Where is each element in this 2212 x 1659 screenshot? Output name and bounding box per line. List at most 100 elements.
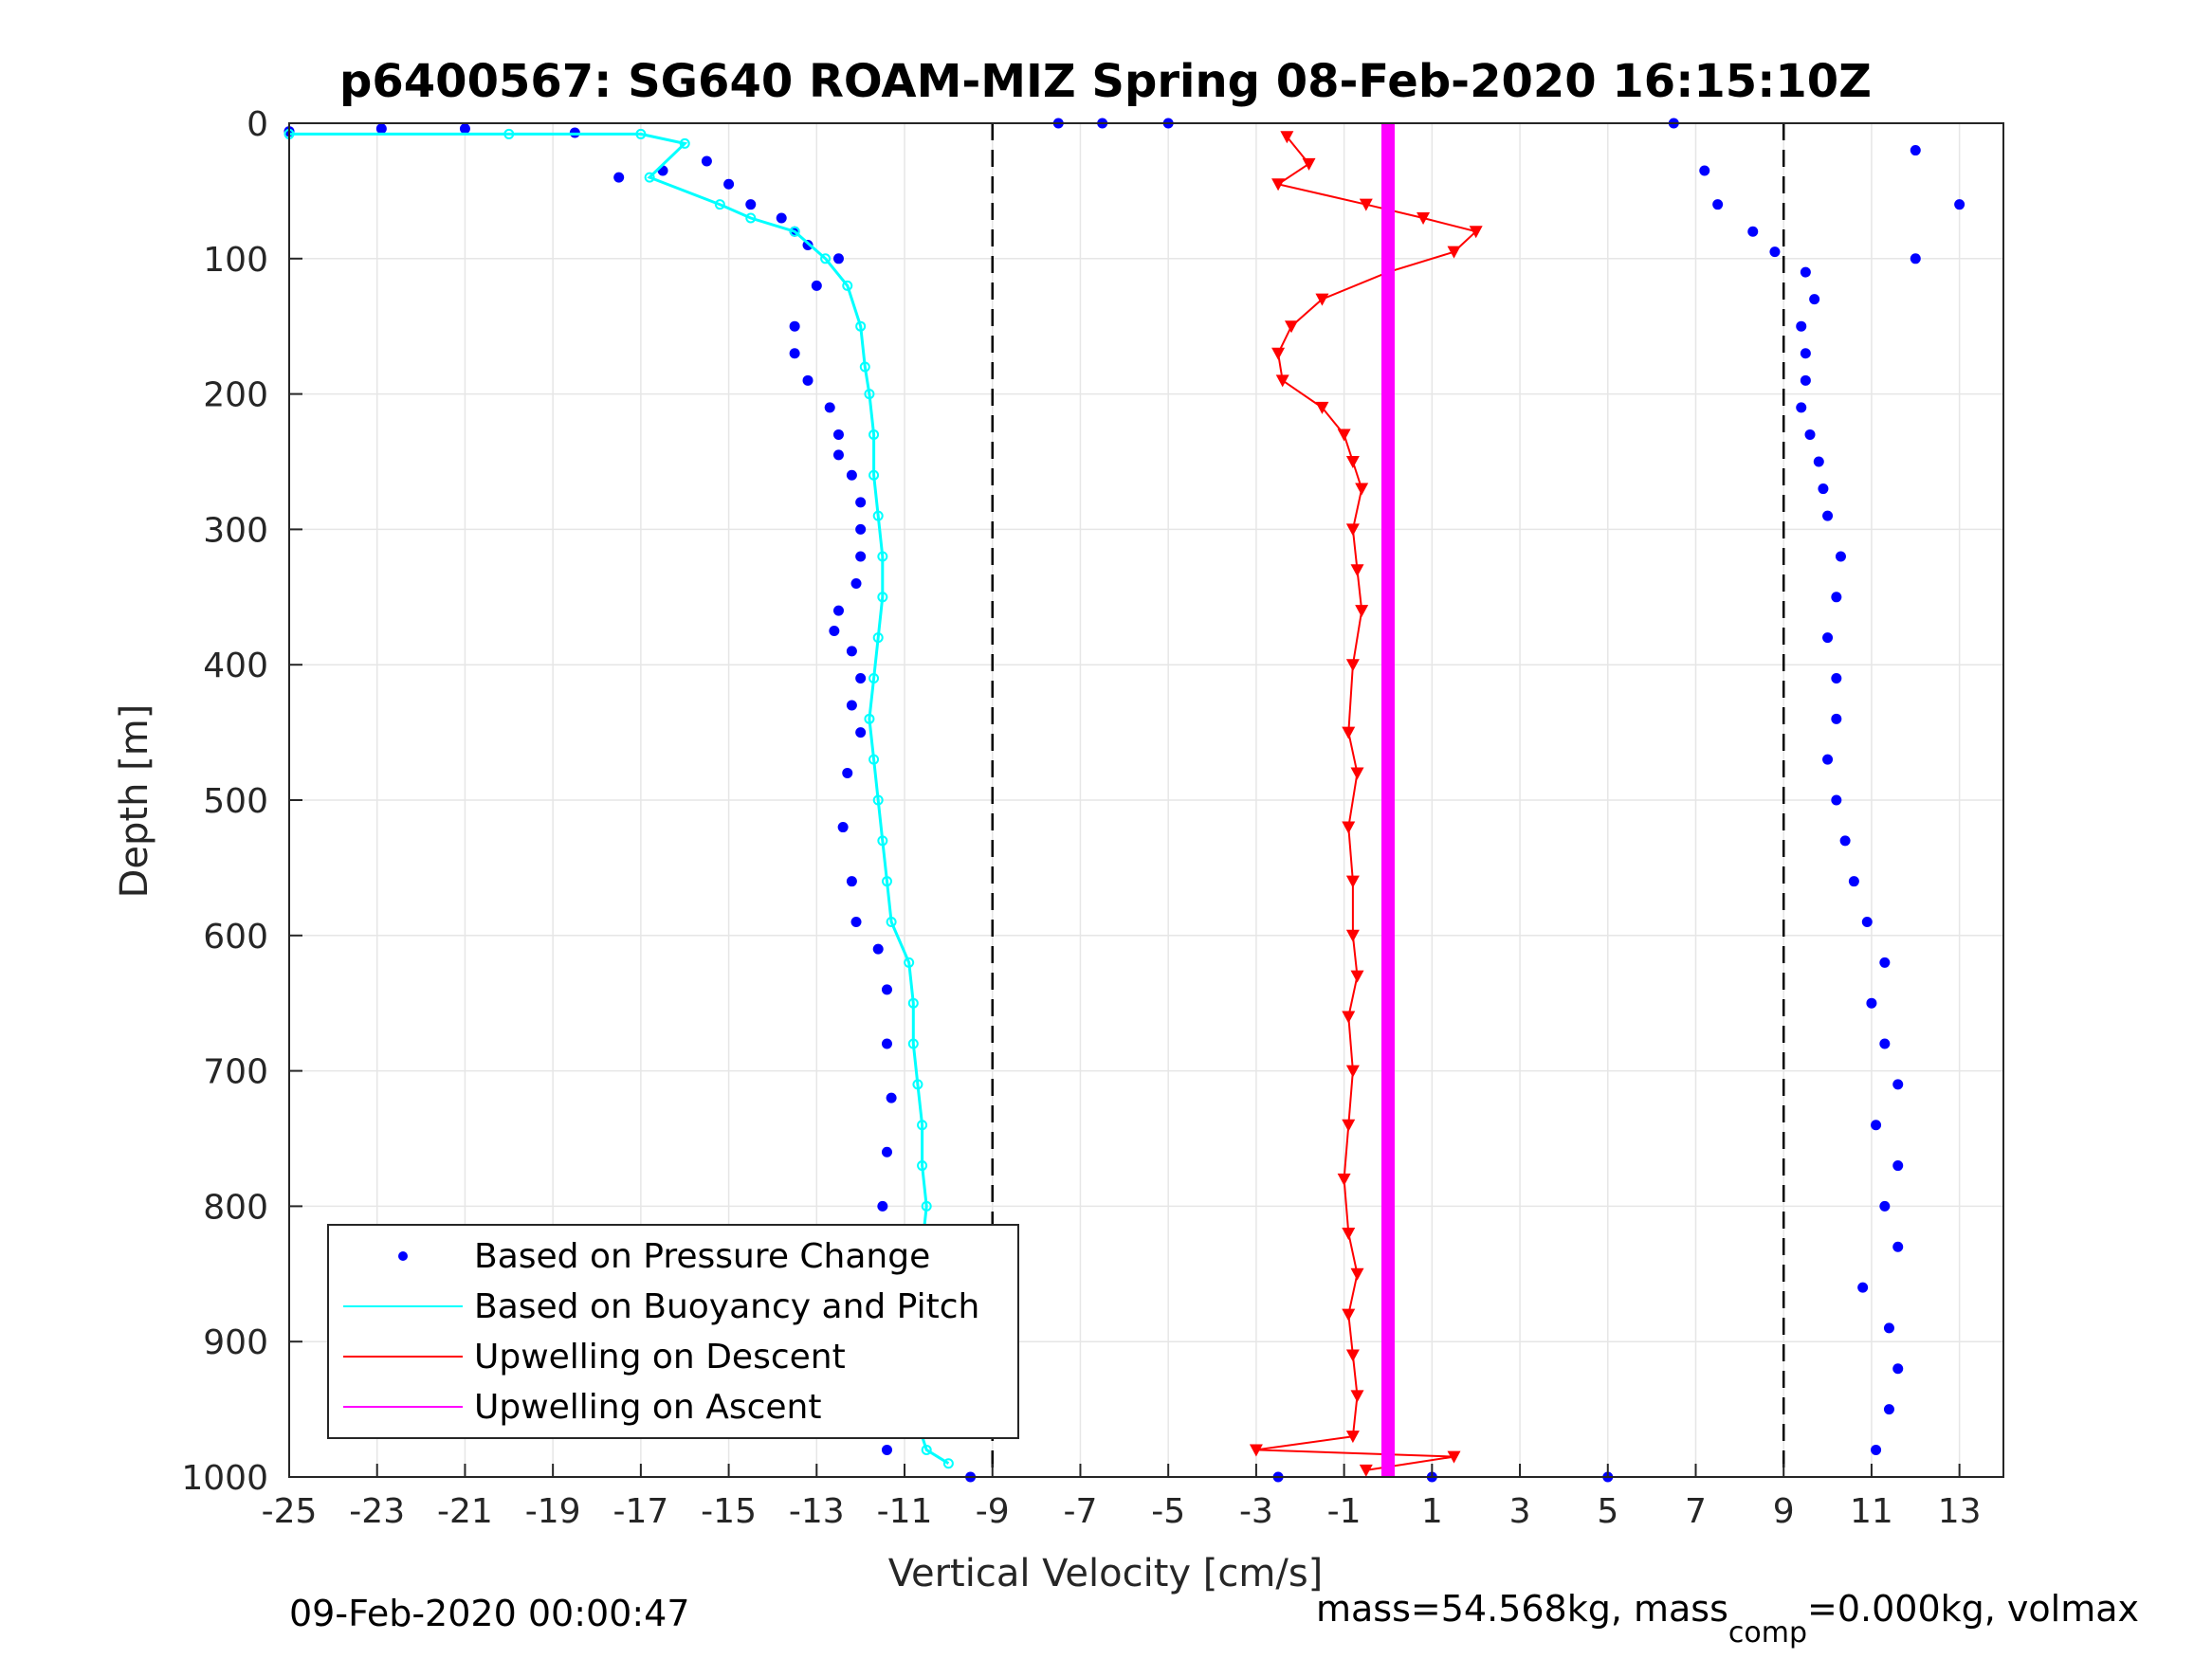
buoyancy-point [917,1120,928,1131]
x-tick-label: -11 [877,1492,933,1531]
y-tick-label: 700 [203,1053,268,1092]
pressure-point [613,172,625,183]
footer-mass-info: mass=54.568kg, masscomp=0.000kg, volmax [1316,1588,2139,1650]
buoyancy-point [942,1458,954,1469]
descent-point [1447,246,1461,259]
pressure-point [1769,246,1781,258]
pressure-point [802,374,814,386]
y-tick-label: 800 [203,1188,268,1227]
pressure-point [1892,1160,1904,1172]
buoyancy-point [921,1444,932,1455]
pressure-point [1796,320,1807,332]
legend-label-descent: Upwelling on Descent [474,1338,846,1376]
pressure-point [1831,794,1842,806]
pressure-point [832,428,844,440]
x-tick-labels: -25 -23 -21 -19 -17 -15 -13 -11 -9 -7 -5 -3 -1 1 3 5 7 9 1… [262,1492,1982,1531]
descent-point [1280,131,1294,144]
descent-point [1315,401,1329,414]
pressure-point [1818,483,1829,495]
descent-point [1302,157,1316,171]
pressure-point [459,123,470,135]
pressure-point [1796,402,1807,413]
pressure-point [855,672,867,684]
pressure-point [1813,456,1824,467]
pressure-point [855,523,867,535]
x-tick-label: 5 [1597,1492,1618,1531]
buoyancy-point [907,1038,919,1049]
legend-box [327,1224,1019,1439]
descent-point [1350,767,1364,780]
x-tick-label: -23 [349,1492,405,1531]
pressure-point [846,646,857,657]
descent-point [1345,875,1360,888]
pressure-point [837,822,849,833]
pressure-point [1871,1120,1882,1131]
data-series [283,118,1965,1483]
descent-point [1337,428,1351,442]
pressure-point [1809,294,1820,305]
pressure-point [1861,917,1873,928]
pressure-point [850,578,862,590]
legend-marker-pressure [398,1251,408,1261]
pressure-point [886,1092,897,1103]
axes-frame [288,122,2004,1478]
descent-point [1345,456,1360,468]
buoyancy-point [872,632,884,644]
pressure-point [776,212,787,224]
pressure-point [701,155,712,167]
pressure-point [881,1146,892,1158]
buoyancy-point [503,128,515,139]
buoyancy-point [868,672,880,684]
descent-point [1284,320,1298,334]
pressure-point [881,984,892,995]
pressure-point [1800,374,1811,386]
buoyancy-point [904,957,915,968]
pressure-point [1954,199,1965,210]
pressure-point [824,402,835,413]
footer-mass-text: mass=54.568kg, mass [1316,1588,1728,1630]
buoyancy-point [877,551,888,562]
buoyancy-point [679,137,690,149]
pressure-point [1747,226,1759,237]
pressure-point [1879,957,1891,968]
buoyancy-point [868,754,880,765]
pressure-point [789,320,800,332]
y-tick-labels: 0 100 200 300 400 500 600 700 800 900 1000 [181,105,268,1498]
pressure-point [1892,1363,1904,1375]
pressure-point [1712,199,1724,210]
pressure-point [1831,592,1842,603]
pressure-point [1879,1200,1891,1212]
descent-point [1345,1065,1360,1078]
pressure-point [1804,428,1816,440]
footer-mass-rest: =0.000kg, volmax [1807,1588,2139,1630]
pressure-point [1800,348,1811,359]
y-tick-label: 900 [203,1323,268,1362]
buoyancy-point [644,172,655,183]
x-tick-label: 1 [1421,1492,1443,1531]
descent-point [1359,1464,1373,1477]
footer-mass-subscript: comp [1728,1616,1807,1650]
descent-point [1337,1173,1351,1186]
x-tick-label: 11 [1850,1492,1893,1531]
buoyancy-point [864,713,875,724]
buoyancy-point [921,1200,932,1212]
descent-point [1342,726,1356,739]
pressure-point [855,551,867,562]
descent-point [1315,293,1329,306]
x-tick-label: -15 [701,1492,757,1531]
pressure-point [846,876,857,887]
pressure-point [789,348,800,359]
x-tick-label: -13 [789,1492,845,1531]
descent-point [1350,1390,1364,1403]
y-tick-label: 0 [247,105,268,144]
pressure-point [855,727,867,738]
descent-point [1271,178,1286,191]
descent-point [1345,1349,1360,1362]
x-tick-label: -9 [976,1492,1010,1531]
pressure-point [1831,713,1842,724]
descent-point [1345,523,1360,537]
series-based-on-pressure-change [283,118,1965,1483]
descent-point [1447,1450,1461,1464]
pressure-point [1857,1282,1869,1293]
y-tick-label: 100 [203,241,268,280]
